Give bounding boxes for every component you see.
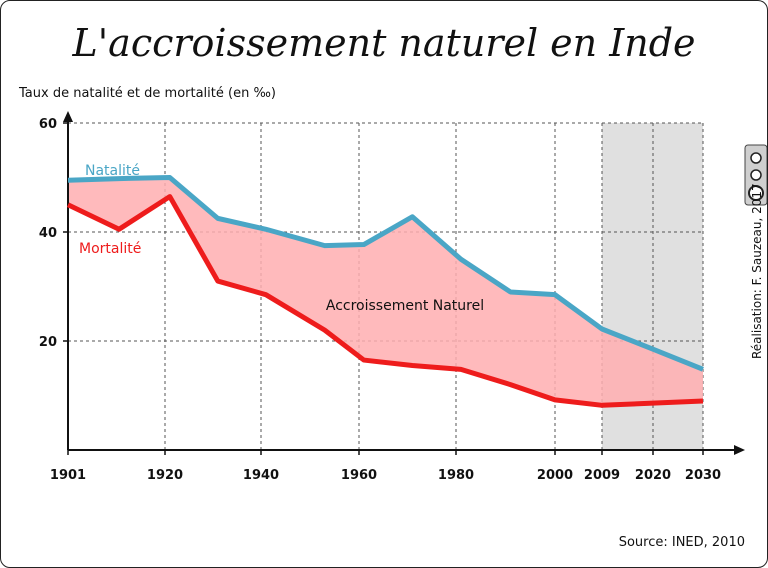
axes: [63, 111, 745, 455]
series-line-natalite: [67, 175, 704, 372]
chart-title: L'accroissement naturel en Inde: [71, 21, 695, 65]
y-axis-label: Taux de natalité et de mortalité (en ‰): [18, 86, 276, 101]
by-icon: [750, 169, 762, 181]
x-tick-label: 2030: [685, 468, 721, 483]
series-label-mortalite: Mortalité: [79, 241, 141, 257]
credit-text: Réalisation: F. Sauzeau, 2017: [750, 183, 764, 359]
nc-icon: [750, 152, 762, 164]
cc-license-badge: [744, 144, 767, 206]
source-text: Source: INED, 2010: [619, 535, 745, 550]
x-tick-label: 2000: [537, 468, 573, 483]
y-tick-label: 20: [39, 335, 57, 350]
x-tick-label: 1960: [341, 468, 377, 483]
x-tick-label: 1920: [147, 468, 183, 483]
x-axis-arrow: [734, 445, 745, 455]
series-label-natalite: Natalité: [85, 163, 140, 179]
x-tick-label: 2020: [635, 468, 671, 483]
natural-increase-area: [68, 177, 703, 406]
y-axis-arrow: [63, 111, 73, 122]
x-tick-label: 2009: [584, 468, 620, 483]
series-line-mortalite: [66, 194, 704, 408]
tick-labels: 1901 1920 1940 1960 1980 2000 2009 2020 20302040…: [39, 117, 721, 483]
x-tick-label: 1901: [50, 468, 86, 483]
x-tick-label: 1980: [438, 468, 474, 483]
x-tick-label: 1940: [243, 468, 279, 483]
y-tick-label: 60: [39, 117, 57, 132]
cc-icon: [748, 185, 764, 201]
y-tick-label: 40: [39, 226, 57, 241]
area-label: Accroissement Naturel: [326, 298, 484, 314]
